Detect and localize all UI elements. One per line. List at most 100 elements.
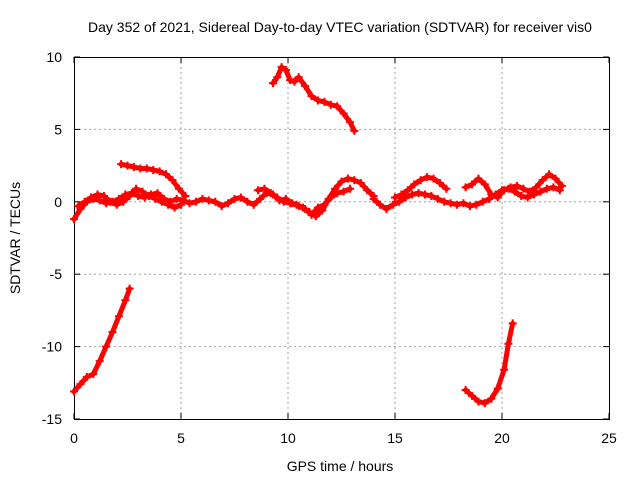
data-point	[290, 77, 299, 86]
y-tick-label: -5	[50, 266, 63, 282]
data-point	[80, 197, 89, 206]
x-tick-label: 10	[280, 430, 296, 446]
data-point	[125, 192, 134, 201]
data-point	[286, 76, 295, 85]
data-point	[298, 203, 307, 212]
data-point	[461, 183, 470, 192]
data-point	[551, 174, 560, 183]
x-tick-label: 20	[494, 430, 510, 446]
data-point	[478, 197, 487, 206]
data-point	[508, 319, 517, 328]
data-point	[346, 184, 355, 193]
data-point	[324, 194, 333, 203]
data-point	[313, 96, 322, 105]
data-point	[506, 183, 515, 192]
data-point	[273, 73, 282, 82]
data-point	[446, 199, 455, 208]
data-point	[157, 197, 166, 206]
data-point	[343, 174, 352, 183]
data-point	[95, 196, 104, 205]
data-point	[369, 194, 378, 203]
data-point	[416, 176, 425, 185]
data-point	[117, 160, 126, 169]
data-point	[277, 63, 286, 72]
data-point	[320, 97, 329, 106]
x-tick-label: 0	[70, 430, 78, 446]
data-point	[429, 174, 438, 183]
data-point	[279, 197, 288, 206]
data-point	[125, 284, 134, 293]
y-tick-label: -10	[42, 339, 62, 355]
data-point	[292, 200, 301, 209]
data-point	[93, 190, 102, 199]
series-line	[463, 320, 516, 406]
chart-title: Day 352 of 2021, Sidereal Day-to-day VTE…	[88, 19, 592, 35]
series-arc-low-right	[461, 319, 517, 408]
data-point	[517, 192, 526, 201]
data-point	[346, 118, 355, 127]
x-axis-label: GPS time / hours	[287, 458, 394, 474]
data-point	[337, 177, 346, 186]
data-point	[301, 81, 310, 90]
data-point	[442, 184, 451, 193]
data-point	[76, 380, 85, 389]
data-point	[493, 193, 502, 202]
data-point	[170, 203, 179, 212]
data-point	[191, 197, 200, 206]
data-point	[480, 180, 489, 189]
data-point	[311, 212, 320, 221]
data-point	[266, 189, 275, 198]
data-point	[305, 207, 314, 216]
data-point	[217, 202, 226, 211]
data-point	[204, 196, 213, 205]
data-point	[82, 373, 91, 382]
data-point	[350, 126, 359, 135]
data-point	[249, 200, 258, 209]
data-point	[114, 312, 123, 321]
data-point	[545, 170, 554, 179]
data-point	[138, 187, 147, 196]
plot-frame	[74, 57, 610, 420]
data-point	[487, 394, 496, 403]
data-point	[144, 192, 153, 201]
data-point	[549, 183, 558, 192]
data-point	[395, 197, 404, 206]
data-point	[472, 200, 481, 209]
data-point	[102, 342, 111, 351]
data-point	[423, 173, 432, 182]
data-point	[164, 200, 173, 209]
data-point	[557, 181, 566, 190]
data-point	[155, 167, 164, 176]
data-point	[414, 189, 423, 198]
series-line	[270, 64, 357, 134]
y-tick-label: -15	[42, 411, 62, 427]
data-point	[435, 178, 444, 187]
data-point	[95, 357, 104, 366]
x-tick-label: 25	[601, 430, 617, 446]
series-arc-mid-wavy	[74, 184, 185, 212]
data-point	[530, 190, 539, 199]
data-point	[485, 194, 494, 203]
data-point	[339, 109, 348, 118]
series-arc-center	[254, 174, 378, 221]
data-point	[440, 197, 449, 206]
data-point	[89, 370, 98, 379]
data-point	[307, 92, 316, 101]
data-point	[254, 186, 263, 195]
data-point	[382, 205, 391, 214]
data-point	[500, 186, 509, 195]
data-point	[356, 178, 365, 187]
data-point	[331, 184, 340, 193]
data-point	[142, 164, 151, 173]
data-point	[132, 184, 141, 193]
data-point	[555, 186, 564, 195]
data-point	[433, 194, 442, 203]
data-point	[420, 190, 429, 199]
data-point	[286, 199, 295, 208]
data-point	[149, 165, 158, 174]
data-point	[121, 296, 130, 305]
data-point	[70, 215, 78, 224]
data-point	[525, 187, 534, 196]
data-point	[168, 176, 177, 185]
